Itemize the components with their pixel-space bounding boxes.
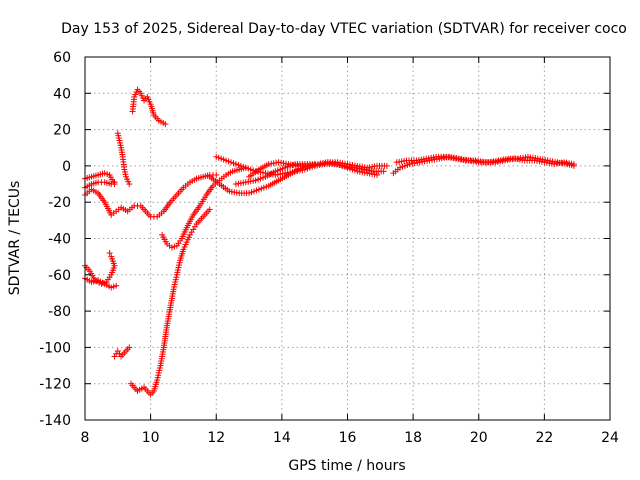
data-point-track-c — [213, 171, 220, 178]
x-tick-label: 24 — [601, 430, 619, 446]
x-axis-label: GPS time / hours — [288, 458, 405, 474]
y-tick-label: -40 — [48, 232, 71, 248]
data-point-track-h — [162, 121, 169, 128]
x-tick-label: 8 — [81, 430, 90, 446]
data-points — [82, 86, 577, 398]
x-tick-label: 10 — [142, 430, 160, 446]
x-tick-label: 18 — [404, 430, 422, 446]
x-tick-label: 14 — [273, 430, 291, 446]
y-tick-label: -140 — [39, 413, 71, 429]
data-point-track-b — [108, 181, 115, 188]
data-point-track-b — [111, 179, 118, 186]
data-point-track-n — [311, 161, 318, 168]
data-point-track-f — [126, 344, 133, 351]
data-point-track-l — [374, 171, 381, 178]
y-tick-label: 60 — [53, 50, 71, 66]
data-point-track-m — [383, 162, 390, 169]
data-point-track-i — [206, 206, 213, 213]
y-tick-label: 40 — [53, 86, 71, 102]
y-tick-label: -120 — [39, 377, 71, 393]
x-tick-label: 20 — [470, 430, 488, 446]
axis-ticks — [84, 56, 611, 421]
y-tick-label: -80 — [48, 304, 71, 320]
data-point-track-d — [108, 253, 115, 260]
y-tick-labels: 60 40 20 0 -20 -40 -60 -80 -100 -120 -140 — [39, 50, 71, 429]
x-tick-label: 12 — [207, 430, 225, 446]
data-point-track-p — [570, 161, 577, 168]
y-tick-label: -100 — [39, 340, 71, 356]
data-point-track-k — [380, 168, 387, 175]
y-tick-label: -60 — [48, 268, 71, 284]
data-point-track-e — [113, 282, 120, 289]
y-axis-label: SDTVAR / TECUs — [7, 181, 23, 296]
data-point-track-g — [126, 181, 133, 188]
x-tick-label: 16 — [339, 430, 357, 446]
x-tick-label: 22 — [535, 430, 553, 446]
y-tick-label: 0 — [62, 159, 71, 175]
chart-title: Day 153 of 2025, Sidereal Day-to-day VTE… — [61, 21, 627, 37]
x-tick-labels: 8 10 12 14 16 18 20 22 24 — [81, 430, 619, 446]
y-tick-label: -20 — [48, 195, 71, 211]
y-tick-label: 20 — [53, 123, 71, 139]
data-point-track-d — [106, 250, 113, 257]
